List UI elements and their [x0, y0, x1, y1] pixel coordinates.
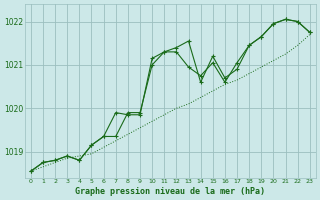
X-axis label: Graphe pression niveau de la mer (hPa): Graphe pression niveau de la mer (hPa)	[75, 187, 265, 196]
